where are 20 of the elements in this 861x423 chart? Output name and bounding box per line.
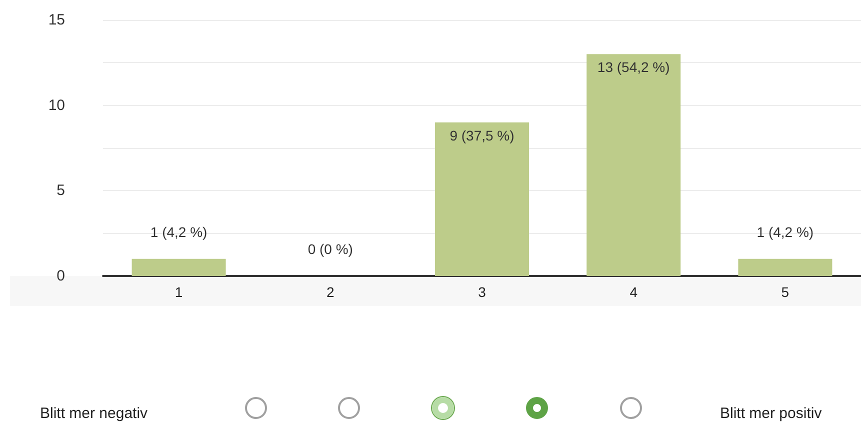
- x-tick-label: 2: [326, 284, 334, 300]
- x-tick-label: 5: [781, 284, 790, 300]
- y-tick-label: 0: [56, 268, 65, 284]
- y-tick-label: 5: [56, 182, 65, 200]
- data-label: 1 (4,2 %): [150, 224, 208, 240]
- bar: [738, 258, 832, 276]
- text: Blitt mer negativ: [40, 405, 148, 422]
- data-label: 9 (37,5 %): [450, 127, 514, 144]
- y-tick-label: 15: [48, 12, 65, 28]
- bar: [435, 122, 529, 276]
- x-tick-label: 1: [174, 284, 183, 300]
- x-tick-label: 4: [630, 284, 638, 300]
- data-label: 1 (4,2 %): [756, 224, 814, 240]
- y-tick-label: 10: [48, 96, 65, 114]
- bar: [132, 258, 226, 276]
- bar: [586, 54, 681, 276]
- data-label: 13 (54,2 %): [597, 59, 670, 76]
- data-label: 0 (0 %): [308, 241, 353, 257]
- text: Blitt mer positiv: [720, 405, 822, 422]
- x-tick-label: 3: [478, 284, 486, 300]
